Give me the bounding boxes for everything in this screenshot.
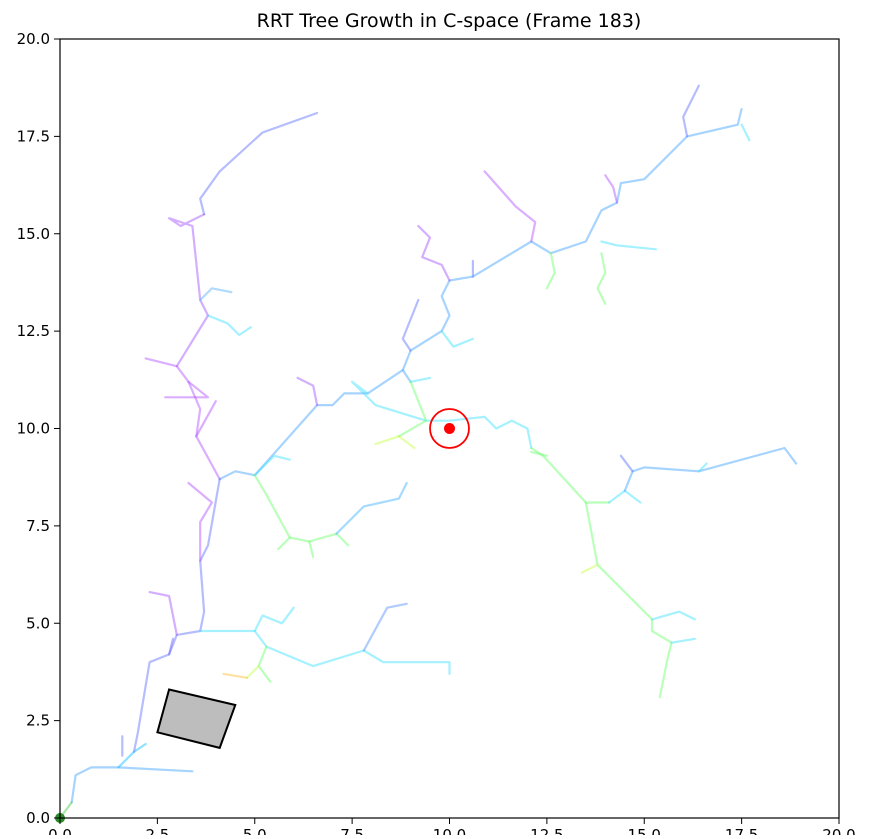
tree-edge-45	[440, 330, 474, 348]
tree-edge-54	[740, 123, 751, 142]
y-tick-label: 2.5	[26, 712, 50, 730]
x-tick-label: 15.0	[628, 826, 661, 835]
tree-edge-36	[623, 446, 798, 492]
goal-region	[429, 408, 470, 449]
tree-edge-38	[619, 454, 634, 473]
tree-edge-25	[308, 540, 315, 559]
y-tick-label: 7.5	[26, 517, 50, 535]
tree-edge-33	[530, 446, 611, 504]
x-tick-label: 0.0	[48, 826, 72, 835]
x-tick-label: 2.5	[145, 826, 169, 835]
tree-edge-51	[596, 252, 607, 305]
tree-edge-26	[335, 481, 408, 535]
x-tick-label: 5.0	[243, 826, 267, 835]
y-tick-label: 12.5	[17, 322, 50, 340]
tree-edge-29	[409, 376, 432, 383]
x-tick-label: 7.5	[340, 826, 364, 835]
tree-edge-14	[144, 357, 221, 481]
tree-edge-6	[168, 637, 175, 656]
goal-point	[444, 423, 455, 434]
tree-edge-27	[296, 376, 319, 407]
tree-edge-10	[257, 645, 272, 683]
tree-edge-1	[70, 766, 194, 804]
tree-edge-32	[397, 435, 416, 450]
goal-layer	[429, 408, 470, 449]
tree-edge-44	[401, 298, 420, 352]
x-tick-label: 17.5	[725, 826, 758, 835]
tree-edge-7	[199, 606, 295, 633]
tree-edge-37	[697, 462, 708, 473]
tree-edge-19	[206, 314, 252, 337]
y-axis-ticks: 0.0 2.5 5.0 7.5 10.0 12.5 15.0 17.5 20.0	[17, 30, 60, 827]
tree-edge-13	[187, 481, 213, 563]
tree-edge-17	[168, 213, 210, 368]
tree-edge-18	[199, 287, 233, 302]
y-tick-label: 5.0	[26, 614, 50, 632]
y-tick-label: 15.0	[17, 225, 50, 243]
tree-edge-35	[608, 489, 642, 504]
x-tick-label: 20.0	[822, 826, 855, 835]
tree-edge-31	[374, 435, 400, 446]
tree-edge-28	[351, 380, 533, 450]
tree-edge-50	[600, 240, 658, 251]
x-tick-label: 10.0	[433, 826, 466, 835]
tree-edge-43	[401, 107, 743, 372]
y-tick-label: 10.0	[17, 420, 50, 438]
tree-edge-8	[253, 629, 451, 676]
x-axis-ticks: 0.0 2.5 5.0 7.5 10.0 12.5 15.0 17.5 20.0	[48, 818, 856, 839]
tree-edge-20	[199, 111, 319, 216]
tree-edge-30	[397, 380, 428, 438]
tree-edge-11	[245, 664, 260, 679]
tree-edge-34	[530, 450, 549, 457]
tree-edge-21	[218, 369, 412, 481]
y-tick-label: 20.0	[17, 30, 50, 48]
y-tick-label: 17.5	[17, 127, 50, 145]
tree-edge-23	[253, 474, 350, 547]
tree-edge-24	[277, 536, 291, 551]
tree-edge-9	[362, 602, 408, 652]
tree-edge-41	[650, 610, 697, 621]
tree-edges	[58, 84, 798, 820]
tree-edge-5	[148, 590, 178, 637]
tree-edge-2	[117, 742, 147, 769]
chart-title: RRT Tree Growth in C-space (Frame 183)	[257, 10, 642, 32]
tree-edge-46	[417, 224, 451, 282]
x-tick-label: 12.5	[530, 826, 563, 835]
obstacle	[156, 688, 237, 750]
tree-edge-52	[604, 174, 619, 204]
obstacle-layer	[156, 688, 237, 750]
tree-edge-15	[195, 400, 217, 438]
tree-edge-49	[545, 252, 556, 290]
tree-edge-12	[222, 672, 249, 679]
tree-edge-42	[670, 637, 697, 644]
tree-edge-22	[253, 454, 291, 477]
tree-edge-48	[483, 170, 537, 243]
y-tick-label: 0.0	[26, 809, 50, 827]
tree-edge-40	[580, 563, 599, 574]
tree-edge-39	[584, 501, 673, 699]
tree-edge-53	[682, 84, 700, 138]
tree-edge-16	[164, 380, 210, 399]
tree-edge-3	[132, 478, 221, 753]
